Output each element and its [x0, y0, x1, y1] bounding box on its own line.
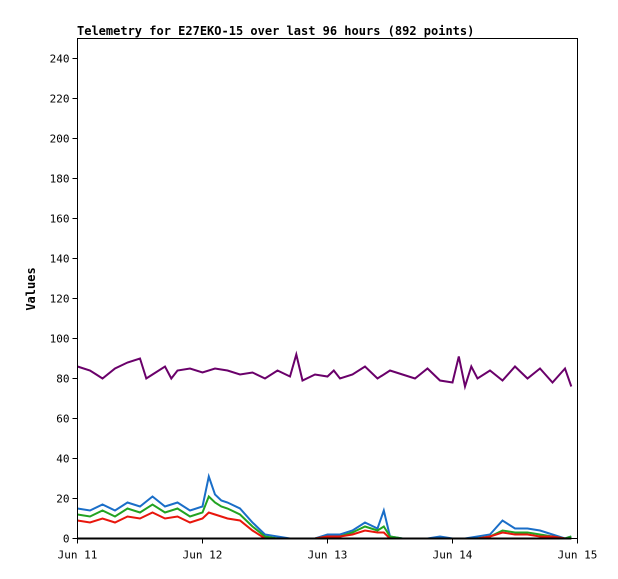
x-tick-label: Jun 11: [58, 549, 98, 562]
x-ticks: Jun 11 Jun 12 Jun 13 Jun 14 Jun 15: [58, 538, 598, 562]
y-tick-label: 220: [50, 93, 70, 106]
plot-area-frame: [77, 38, 578, 539]
x-tick-label: Jun 12: [183, 549, 223, 562]
y-tick-label: 100: [50, 333, 70, 346]
y-tick-label: 20: [56, 493, 69, 506]
y-tick-label: 240: [50, 53, 70, 66]
x-tick-label: Jun 13: [308, 549, 348, 562]
y-tick-label: 0: [63, 533, 70, 546]
chart-title: Telemetry for E27EKO-15 over last 96 hou…: [77, 24, 474, 38]
y-tick-label: 180: [50, 173, 70, 186]
y-tick-label: 40: [56, 453, 69, 466]
y-axis-label: Values: [24, 267, 38, 310]
y-tick-label: 200: [50, 133, 70, 146]
y-tick-label: 60: [56, 413, 69, 426]
y-tick-label: 160: [50, 213, 70, 226]
y-tick-label: 80: [56, 373, 69, 386]
x-tick-label: Jun 14: [433, 549, 473, 562]
series-line-0: [77, 350, 573, 391]
y-tick-label: 140: [50, 253, 70, 266]
y-tick-label: 120: [50, 293, 70, 306]
x-tick-label: Jun 15: [558, 549, 598, 562]
y-ticks: 0 20 40 60 80 100 120 140 160 180 200 220 240: [50, 53, 78, 546]
